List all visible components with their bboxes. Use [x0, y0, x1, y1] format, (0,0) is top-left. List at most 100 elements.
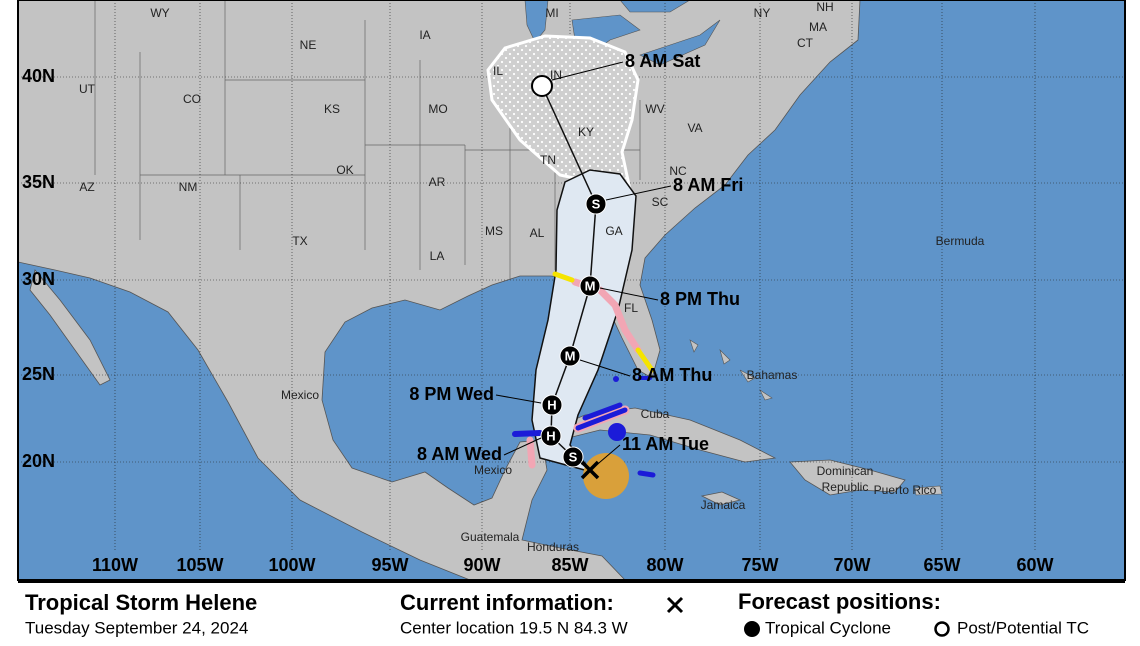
forecast-heading: Forecast positions:: [738, 589, 941, 614]
region-label: AR: [429, 175, 446, 189]
leader-line: [551, 61, 624, 81]
lat-label: 35N: [22, 172, 55, 192]
lat-label: 30N: [22, 269, 55, 289]
time-label: 8 AM Sat: [625, 51, 700, 71]
land-puerto-rico: [914, 485, 943, 496]
region-label: VA: [687, 121, 702, 135]
region-label: GA: [605, 224, 622, 238]
region-label: Puerto Rico: [874, 483, 937, 497]
lon-label: 75W: [741, 555, 778, 575]
lon-label: 65W: [923, 555, 960, 575]
region-label: NC: [669, 164, 687, 178]
region-label: IL: [493, 64, 503, 78]
lon-label: 70W: [833, 555, 870, 575]
forecast-point: [541, 394, 563, 416]
map-frame: [17, 0, 1126, 581]
region-label: AL: [530, 226, 545, 240]
region-label: CO: [183, 92, 201, 106]
warning-area: [608, 423, 626, 441]
region-label: WV: [645, 102, 664, 116]
time-label: 8 AM Fri: [673, 175, 743, 195]
region-label: LA: [430, 249, 445, 263]
map-area: 40N 35N 30N 25N 20N 110W 105W 100W 95W 90W 85W 80W 7…: [18, 0, 1125, 580]
region-label: NY: [754, 6, 771, 20]
lon-label: 100W: [268, 555, 315, 575]
lon-label: 90W: [463, 555, 500, 575]
land-north-america: [18, 0, 861, 580]
region-label: NH: [816, 0, 833, 14]
time-label: 8 PM Thu: [660, 289, 740, 309]
point-symbol: S: [569, 449, 578, 464]
time-label: 8 AM Thu: [632, 365, 712, 385]
region-label: WY: [150, 6, 169, 20]
land-hispaniola: [789, 459, 906, 496]
region-label: Mexico: [474, 463, 512, 477]
region-label: Bahamas: [747, 368, 798, 382]
forecast-point: [531, 75, 553, 97]
leader-line: [599, 287, 659, 301]
region-label: Bermuda: [936, 234, 985, 248]
region-label: MI: [545, 6, 558, 20]
forecast-point: [579, 275, 601, 297]
land-jamaica: [700, 491, 742, 506]
lon-label: 60W: [1016, 555, 1053, 575]
region-label: CT: [797, 36, 814, 50]
region-label: Dominican: [817, 464, 874, 478]
lon-label: 85W: [551, 555, 588, 575]
current-position: [580, 460, 600, 480]
lat-label: 20N: [22, 451, 55, 471]
region-label: Guatemala: [461, 530, 520, 544]
region-label: Cuba: [641, 407, 670, 421]
warning-area: [613, 376, 619, 382]
forecast-point: [559, 345, 581, 367]
region-label: TX: [292, 234, 307, 248]
forecast-point: [585, 193, 607, 215]
lon-label: 105W: [176, 555, 223, 575]
current-icon: [666, 596, 684, 614]
cone-extended: [486, 34, 640, 192]
point-symbol: M: [585, 278, 596, 293]
region-label: NE: [300, 38, 317, 52]
lon-label: 80W: [646, 555, 683, 575]
center-location: Center location 19.5 N 84.3 W: [400, 618, 628, 637]
land-baja: [29, 269, 111, 386]
storm-name: Tropical Storm Helene: [25, 590, 257, 615]
legend: Tropical Storm Helene Tuesday September …: [25, 589, 1089, 638]
lat-label: 40N: [22, 66, 55, 86]
graticule: 40N 35N 30N 25N 20N 110W 105W 100W 95W 90W 85W 80W 7…: [18, 0, 1125, 575]
region-label: MO: [428, 102, 447, 116]
region-label: Republic: [822, 480, 869, 494]
date: Tuesday September 24, 2024: [25, 618, 248, 637]
lon-label: 110W: [92, 555, 138, 575]
point-symbol: M: [565, 348, 576, 363]
land-bahamas: [689, 339, 773, 401]
point-symbol: H: [547, 397, 556, 412]
leader-line: [495, 394, 542, 404]
post-potential: Post/Potential TC: [957, 618, 1089, 637]
region-label: NM: [179, 180, 198, 194]
tropical-cyclone: Tropical Cyclone: [765, 618, 891, 637]
lat-label: 25N: [22, 364, 55, 384]
region-labels: WY IA MI NY NH MA CT NE IL IN UT CO KS MO WV VA KY OK AR TN…: [79, 0, 985, 554]
region-label: Mexico: [281, 388, 319, 402]
development-area: [583, 453, 629, 499]
current-heading: Current information:: [400, 590, 614, 615]
leader-line: [605, 185, 672, 201]
time-label: 11 AM Tue: [622, 434, 709, 454]
region-label: TN: [540, 153, 556, 167]
region-label: AZ: [79, 180, 94, 194]
time-label: 8 PM Wed: [409, 384, 494, 404]
point-symbol: H: [546, 428, 555, 443]
leader-line: [503, 437, 542, 456]
region-label: IN: [550, 68, 562, 82]
point-symbol: D: [537, 78, 546, 93]
region-label: MS: [485, 224, 503, 238]
region-label: SC: [652, 195, 669, 209]
forecast-point: [540, 425, 562, 447]
lon-label: 95W: [371, 555, 408, 575]
region-label: MA: [809, 20, 827, 34]
region-label: KY: [578, 125, 594, 139]
region-label: Honduras: [527, 540, 579, 554]
